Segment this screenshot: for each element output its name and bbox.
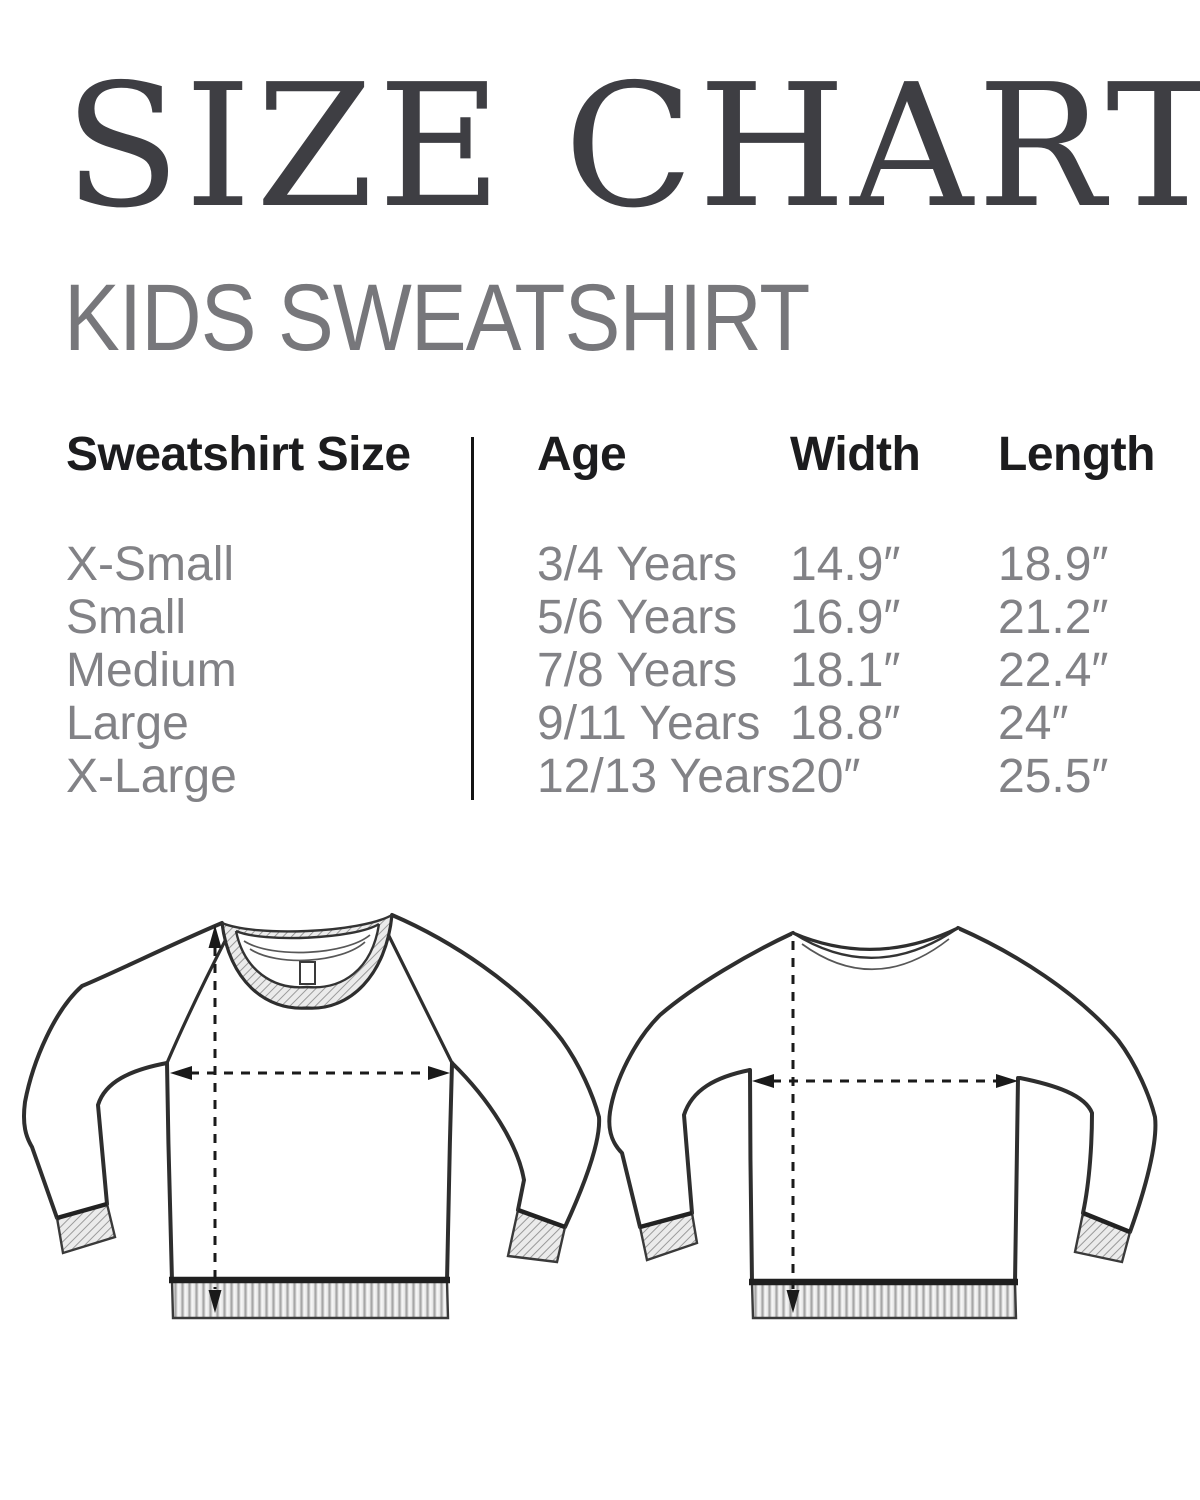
back-left-sleeve [607, 931, 795, 1229]
back-right-sleeve [956, 926, 1158, 1234]
table-row: Large 9/11 Years 18.8″ 24″ [66, 697, 1176, 750]
cell-width: 20″ [790, 750, 861, 803]
sweatshirt-back-diagram [607, 926, 1158, 1320]
table-row: X-Small 3/4 Years 14.9″ 18.9″ [66, 538, 1176, 591]
table-row: X-Large 12/13 Years 20″ 25.5″ [66, 750, 1176, 803]
length-arrow [786, 941, 800, 1313]
cell-size: Small [66, 591, 187, 644]
header-width: Width [790, 428, 921, 481]
neck-label [299, 961, 316, 985]
cell-width: 16.9″ [790, 591, 901, 644]
header-length: Length [998, 428, 1155, 481]
page-subtitle: KIDS SWEATSHIRT [64, 265, 810, 371]
size-table: Sweatshirt Size Age Width Length X-Small… [66, 428, 1176, 803]
cell-length: 24″ [998, 697, 1069, 750]
cell-size: X-Small [66, 538, 235, 591]
cell-age: 9/11 Years [537, 697, 761, 750]
header-age: Age [537, 428, 627, 481]
cell-length: 21.2″ [998, 591, 1109, 644]
cell-length: 25.5″ [998, 750, 1109, 803]
front-right-cuff-ribbing [506, 1207, 567, 1264]
cell-length: 18.9″ [998, 538, 1109, 591]
page-title: SIZE CHART [64, 48, 1200, 246]
back-body [748, 928, 1020, 1285]
table-header-row: Sweatshirt Size Age Width Length [66, 428, 1176, 481]
length-arrow [208, 925, 222, 1313]
cell-width: 14.9″ [790, 538, 901, 591]
back-left-cuff-ribbing [638, 1210, 699, 1262]
table-body: X-Small 3/4 Years 14.9″ 18.9″ Small 5/6 … [66, 538, 1176, 803]
back-neck-seam-line [249, 941, 366, 962]
sweatshirt-front-diagram [21, 913, 602, 1320]
back-right-cuff-ribbing [1073, 1210, 1132, 1264]
table-row: Medium 7/8 Years 18.1″ 22.4″ [66, 644, 1176, 697]
front-left-sleeve [21, 921, 224, 1220]
back-neck-seam-line [243, 934, 371, 954]
width-arrow [752, 1074, 1018, 1088]
cell-width: 18.1″ [790, 644, 901, 697]
back-collar-topstitch-line [801, 938, 950, 971]
cell-length: 22.4″ [998, 644, 1109, 697]
raglan-seam-left [165, 935, 229, 1065]
cell-size: Medium [66, 644, 237, 697]
cell-size: X-Large [66, 750, 237, 803]
width-arrow [170, 1066, 450, 1080]
back-collar-ribbing [791, 926, 960, 971]
front-body [165, 915, 454, 1283]
cell-age: 3/4 Years [537, 538, 738, 591]
header-sweatshirt-size: Sweatshirt Size [66, 428, 411, 481]
raglan-seam-right [385, 930, 454, 1065]
front-right-sleeve [390, 913, 602, 1229]
cell-age: 5/6 Years [537, 591, 738, 644]
cell-age: 12/13 Years [537, 750, 791, 803]
column-divider-line [471, 437, 474, 800]
front-collar-ribbing [220, 913, 394, 1010]
front-left-cuff-ribbing [55, 1201, 117, 1255]
cell-size: Large [66, 697, 189, 750]
front-hem-ribbing [169, 1276, 450, 1320]
table-row: Small 5/6 Years 16.9″ 21.2″ [66, 591, 1176, 644]
cell-age: 7/8 Years [537, 644, 738, 697]
cell-width: 18.8″ [790, 697, 901, 750]
